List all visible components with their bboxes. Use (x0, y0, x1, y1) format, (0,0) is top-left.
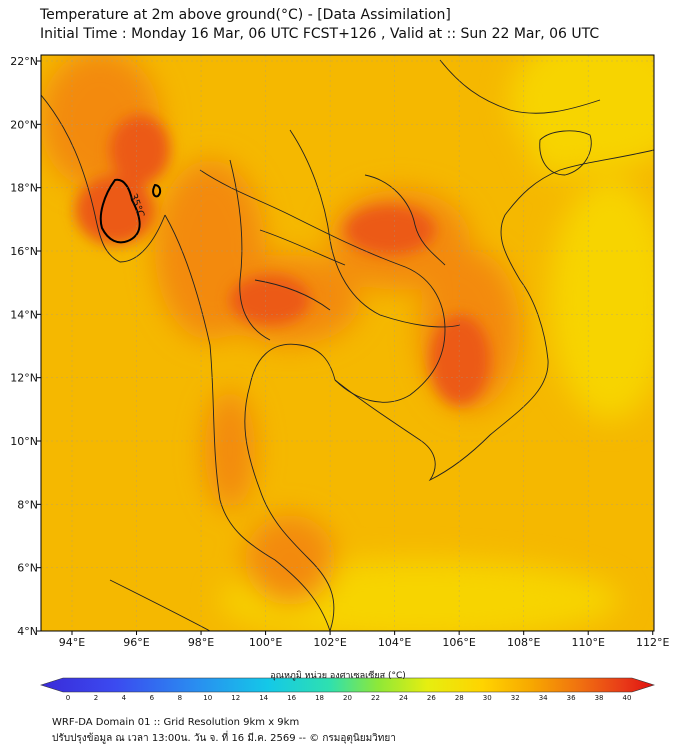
chart-subtitle: Initial Time : Monday 16 Mar, 06 UTC FCS… (40, 26, 600, 42)
colorbar: 0 2 4 6 8 10 12 14 16 18 20 22 24 26 28 30 32 34 36 38 40 (40, 677, 655, 702)
peninsula-west-coast (164, 214, 331, 631)
colorbar-tick-label: 0 (66, 694, 70, 702)
lon-tick-label: 100°E (249, 636, 282, 649)
chart-title: Temperature at 2m above ground(°C) - [Da… (40, 7, 451, 23)
lon-tick-label: 94°E (59, 636, 85, 649)
indochina-east-coast (334, 214, 549, 482)
colorbar-tick-label: 38 (595, 694, 604, 702)
colorbar-tick-label: 12 (231, 694, 240, 702)
colorbar-tick-label: 14 (259, 694, 268, 702)
country-border-3 (364, 174, 446, 266)
temperature-field: 35°C (41, 55, 654, 631)
hot-area-upper-myanmar (110, 115, 170, 185)
colorbar-tick-label: 34 (539, 694, 548, 702)
lat-tick-label: 12°N (10, 372, 38, 385)
sumatra-coast (109, 579, 211, 631)
myanmar-coast (41, 94, 166, 263)
province-border-2 (259, 229, 346, 266)
colorbar-tick-label: 2 (94, 694, 98, 702)
graticule (41, 55, 654, 631)
colorbar-tick-label: 16 (287, 694, 296, 702)
lon-tick-label: 102°E (313, 636, 346, 649)
lon-tick-label: 110°E (571, 636, 604, 649)
colorbar-tick-label: 26 (427, 694, 436, 702)
colorbar-tick-label: 6 (150, 694, 155, 702)
colorbar-tick-label: 8 (178, 694, 182, 702)
gulf-west-coast (244, 343, 336, 631)
lat-tick-label: 18°N (10, 182, 38, 195)
colorbar-tick-label: 18 (315, 694, 324, 702)
colorbar-tick-label: 22 (371, 694, 380, 702)
colorbar-title: อุณหภูมิ หน่วย องศาเซลเซียส (°C) (270, 671, 406, 681)
lon-tick-label: 108°E (507, 636, 540, 649)
warm-area-malaysia (245, 515, 335, 605)
colorbar-tick-label: 40 (623, 694, 632, 702)
cool-area-sea-east (550, 180, 654, 420)
footer-updated: ปรับปรุงข้อมูล ณ เวลา 13:00น. วัน จ. ที่… (52, 733, 396, 744)
cool-area-hainan (530, 125, 590, 175)
lat-tick-label: 6°N (17, 562, 38, 575)
tonkin-coast (504, 149, 654, 216)
hot-area-myanmar (75, 175, 155, 245)
colorbar-tick-label: 32 (511, 694, 520, 702)
lat-tick-label: 14°N (10, 308, 38, 321)
china-border (439, 59, 601, 114)
footer-resolution: WRF-DA Domain 01 :: Grid Resolution 9km … (52, 717, 300, 728)
colorbar-tick-label: 4 (122, 694, 127, 702)
province-border-1 (229, 159, 271, 341)
country-border-1 (199, 169, 446, 403)
warm-area-peninsula (205, 390, 255, 510)
contour-35c-small (152, 183, 162, 198)
axis-ticks: 94°E 96°E 98°E 100°E 102°E 104°E 106°E 108°E 110… (10, 55, 669, 649)
lat-tick-label: 22°N (10, 55, 38, 68)
colorbar-tick-label: 36 (567, 694, 576, 702)
colorbar-tick-label: 30 (483, 694, 492, 702)
country-border-2 (289, 129, 461, 328)
lon-tick-label: 104°E (378, 636, 411, 649)
hot-area-bangkok (230, 275, 310, 325)
contour-35c (99, 178, 141, 244)
province-border-3 (254, 279, 331, 311)
lon-tick-label: 96°E (123, 636, 149, 649)
coastlines-borders (41, 59, 654, 631)
colorbar-tick-label: 20 (343, 694, 352, 702)
lat-tick-label: 8°N (17, 498, 38, 511)
hot-area-northeast (345, 205, 435, 255)
colorbar-ramp (40, 677, 655, 693)
map-frame (40, 54, 655, 632)
lon-tick-label: 106°E (442, 636, 475, 649)
lat-tick-label: 16°N (10, 245, 38, 258)
lat-tick-label: 20°N (10, 118, 38, 131)
lon-tick-label: 98°E (188, 636, 214, 649)
colorbar-tick-label: 10 (203, 694, 212, 702)
lat-tick-label: 10°N (10, 435, 38, 448)
colorbar-ticks: 0 2 4 6 8 10 12 14 16 18 20 22 24 26 28 30 32 34 36 38 40 (66, 694, 632, 702)
lon-tick-label: 112°E (636, 636, 669, 649)
colorbar-tick-label: 28 (455, 694, 464, 702)
colorbar-tick-label: 24 (399, 694, 408, 702)
hainan-coast (539, 130, 592, 176)
lat-tick-label: 4°N (17, 625, 38, 638)
